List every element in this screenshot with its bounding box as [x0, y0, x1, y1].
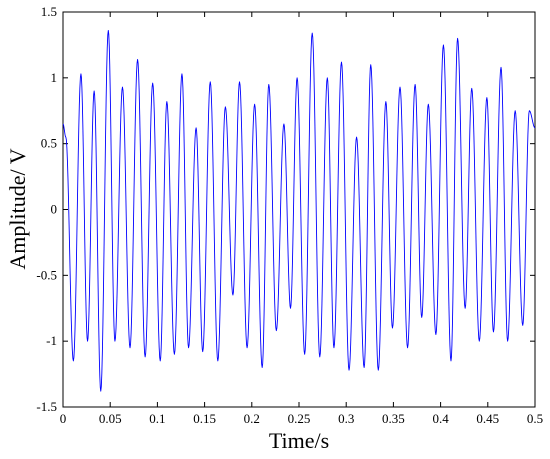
y-tick-label: -1.5 — [36, 399, 57, 414]
x-tick-label: 0.1 — [149, 411, 165, 426]
x-tick-label: 0.25 — [288, 411, 311, 426]
x-tick-label: 0.45 — [476, 411, 499, 426]
y-tick-label: -1 — [46, 333, 57, 348]
y-tick-label: -0.5 — [36, 267, 57, 282]
x-tick-label: 0.4 — [432, 411, 449, 426]
series-line — [62, 29, 536, 392]
x-tick-label: 0.2 — [244, 411, 260, 426]
y-tick-label: 0.5 — [41, 136, 57, 151]
x-tick-label: 0 — [60, 411, 67, 426]
x-axis-title: Time/s — [269, 428, 329, 453]
x-tick-label: 0.05 — [99, 411, 122, 426]
x-tick-label: 0.35 — [382, 411, 405, 426]
series-layer — [62, 29, 536, 392]
x-tick-label: 0.15 — [193, 411, 216, 426]
y-tick-label: 1 — [51, 70, 58, 85]
ticks: 0 0.05 0.1 0.15 0.2 0.25 0.3 0.35 0.4 0.45 0.5 -1.5… — [36, 4, 543, 426]
y-tick-label: 1.5 — [41, 4, 57, 19]
x-tick-label: 0.3 — [338, 411, 354, 426]
y-tick-label: 0 — [51, 202, 58, 217]
y-axis-title: Amplitude/ V — [5, 148, 30, 269]
x-tick-label: 0.5 — [527, 411, 543, 426]
